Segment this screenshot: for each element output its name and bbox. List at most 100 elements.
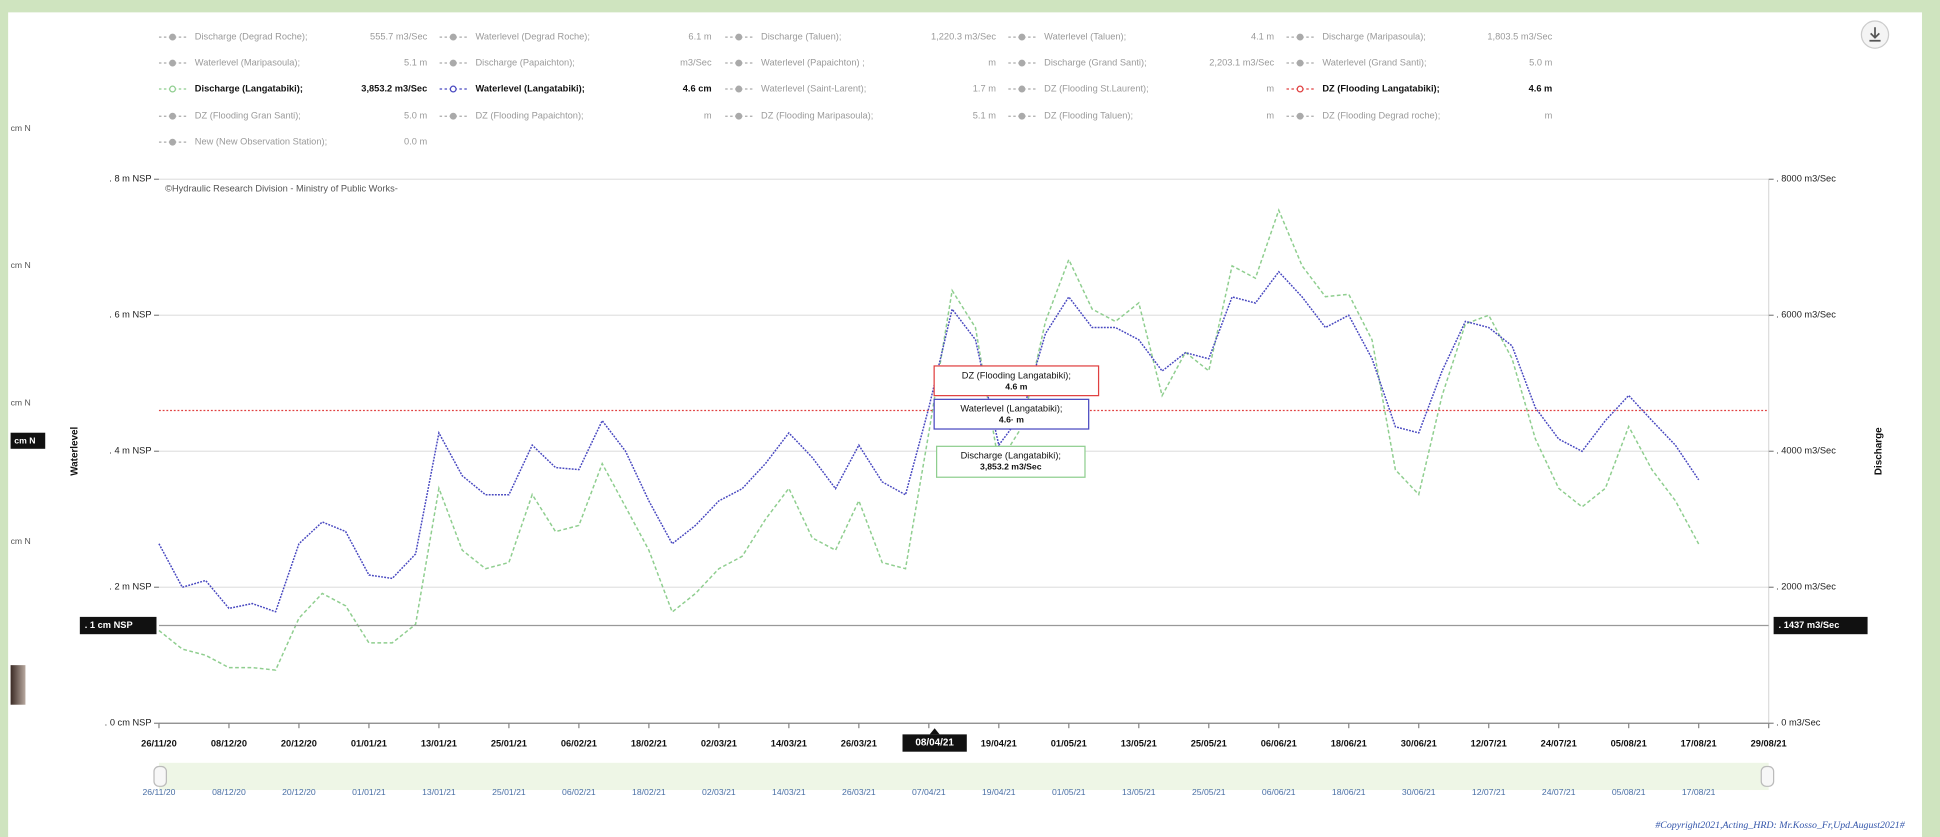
crosshair-x-box [902,734,967,752]
watermark: ©Hydraulic Research Division - Ministry … [165,184,398,194]
tooltip-name: Discharge (Langatabiki); [961,451,1061,461]
tooltip-box [933,398,1090,430]
navigator-label: 05/08/21 [1612,787,1646,797]
x-tick-label: 25/05/21 [1191,739,1227,749]
x-tick-label: 14/03/21 [771,739,807,749]
legend-symbol [449,33,457,41]
legend-item[interactable]: DZ (Flooding St.Laurent); m [1008,83,1274,93]
navigator-handle[interactable] [1760,765,1775,787]
legend-symbol [169,112,177,120]
legend-value: 1,220.3 m3/Sec [931,32,996,42]
legend-item[interactable]: Waterlevel (Grand Santi); 5.0 m [1286,58,1553,68]
legend-symbol [1018,85,1026,93]
x-tick-label: 19/04/21 [981,739,1017,749]
edge-label: cm N [11,397,31,407]
legend-symbol [449,112,457,120]
legend-label: Discharge (Papaichton); [475,58,574,68]
y-tick-label: . 0 cm NSP [105,718,152,728]
y2-tick-label: . 8000 m3/Sec [1776,174,1836,184]
legend-label: Waterlevel (Taluen); [1044,32,1126,42]
legend-symbol [735,59,743,67]
y2-tick-label: . 4000 m3/Sec [1776,446,1836,456]
x-tick-label: 26/03/21 [841,739,877,749]
legend-label: DZ (Flooding Taluen); [1044,111,1133,121]
legend-label: Discharge (Langatabiki); [195,83,303,93]
legend-symbol [1296,85,1304,93]
x-tick-label: 29/08/21 [1751,739,1787,749]
legend-value: m3/Sec [680,58,712,68]
navigator-label: 20/12/20 [282,787,316,797]
legend-item[interactable]: Discharge (Degrad Roche); 555.7 m3/Sec [158,32,428,42]
navigator-label: 13/05/21 [1122,787,1156,797]
x-tick-label: 06/06/21 [1261,739,1297,749]
legend-item[interactable]: Waterlevel (Taluen); 4.1 m [1008,32,1274,42]
legend-symbol [449,85,457,93]
download-icon[interactable] [1869,27,1881,42]
y-tick-label: . 4 m NSP [109,446,151,456]
navigator-label: 19/04/21 [982,787,1016,797]
legend-value: m [1545,111,1553,121]
x-tick-label: 05/08/21 [1611,739,1647,749]
y-tick-label: . 8 m NSP [109,174,151,184]
legend-item[interactable]: DZ (Flooding Maripasoula); 5.1 m [725,111,996,121]
x-tick-label: 25/01/21 [491,739,527,749]
navigator-label: 06/02/21 [562,787,596,797]
navigator-label: 07/04/21 [912,787,946,797]
legend-symbol [1018,33,1026,41]
legend-item[interactable]: Waterlevel (Papaichton) ; m [725,58,996,68]
legend-label: Discharge (Degrad Roche); [195,32,308,42]
legend-item[interactable]: DZ (Flooding Langatabiki); 4.6 m [1286,83,1553,93]
y2-tick-label: . 6000 m3/Sec [1776,310,1836,320]
x-tick-label: 01/05/21 [1051,739,1087,749]
legend-label: DZ (Flooding Maripasoula); [761,111,873,121]
navigator-band [158,762,1769,791]
crosshair-y-box [79,616,157,635]
legend-label: Waterlevel (Langatabiki); [475,83,584,93]
y2-axis-title: Discharge [1873,427,1884,475]
navigator-label: 18/02/21 [632,787,666,797]
legend-item[interactable]: Discharge (Langatabiki); 3,853.2 m3/Sec [158,83,427,93]
tooltip-box [933,365,1100,397]
navigator-handle[interactable] [153,765,167,787]
navigator-label: 02/03/21 [702,787,736,797]
legend-value: m [988,58,996,68]
legend-item[interactable]: DZ (Flooding Papaichton); m [439,111,712,121]
legend-label: Waterlevel (Grand Santi); [1322,58,1426,68]
legend-item[interactable]: Waterlevel (Maripasoula); 5.1 m [158,58,428,68]
tooltip-value: 3,853.2 m3/Sec [980,462,1042,472]
legend-item[interactable]: Waterlevel (Degrad Roche); 6.1 m [439,32,712,42]
x-tick-label: 24/07/21 [1541,739,1577,749]
legend-symbol [1018,112,1026,120]
legend-item[interactable]: Waterlevel (Saint-Larent); 1.7 m [725,83,996,93]
legend-item[interactable]: Waterlevel (Langatabiki); 4.6 cm [439,83,712,93]
legend-item[interactable]: DZ (Flooding Gran Santi); 5.0 m [158,111,428,121]
legend-item[interactable]: Discharge (Grand Santi); 2,203.1 m3/Sec [1008,58,1274,68]
legend-item[interactable]: DZ (Flooding Degrad roche); m [1286,111,1553,121]
crosshair-y2-box [1773,616,1868,635]
legend-label: DZ (Flooding Gran Santi); [195,111,301,121]
legend-value: 2,203.1 m3/Sec [1209,58,1274,68]
edge-label: cm N [11,123,31,133]
legend-item[interactable]: New (New Observation Station); 0.0 m [158,137,428,147]
crosshair-y2-label: . 1437 m3/Sec [1779,620,1840,630]
navigator-label: 06/06/21 [1262,787,1296,797]
download-button[interactable] [1860,20,1890,49]
legend-symbol [1296,59,1304,67]
copyright: #Copyright2021,Acting_HRD: Mr.Kosso_Fr,U… [1655,820,1905,831]
legend-item[interactable]: DZ (Flooding Taluen); m [1008,111,1274,121]
legend-value: m [1266,83,1274,93]
legend-value: 3,853.2 m3/Sec [361,83,427,93]
edge-highlight: cm N [14,436,35,446]
x-tick-label: 26/11/20 [141,739,177,749]
legend-item[interactable]: Discharge (Papaichton); m3/Sec [439,58,712,68]
legend-item[interactable]: Discharge (Taluen); 1,220.3 m3/Sec [725,32,996,42]
legend-label: DZ (Flooding Langatabiki); [1322,83,1439,93]
legend-label: Discharge (Maripasoula); [1322,32,1426,42]
legend-item[interactable]: Discharge (Maripasoula); 1,803.5 m3/Sec [1286,32,1553,42]
legend-value: 5.0 m [1529,58,1552,68]
legend-symbol [735,112,743,120]
x-tick-label: 12/07/21 [1471,739,1507,749]
legend-value: 555.7 m3/Sec [370,32,428,42]
y-tick-label: . 2 m NSP [109,582,151,592]
